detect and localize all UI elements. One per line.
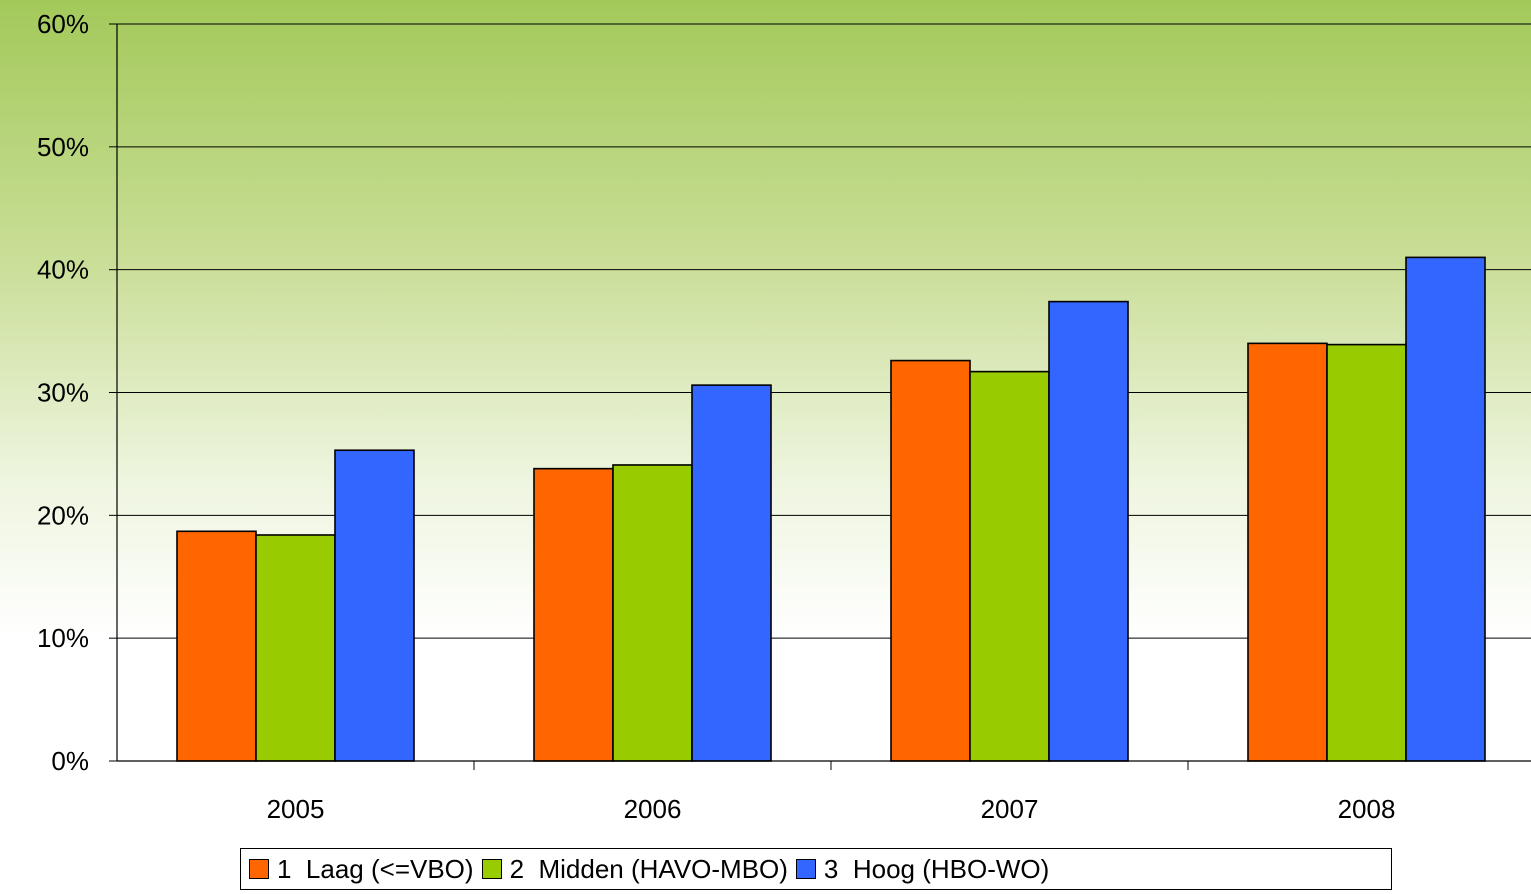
x-axis-ticks: 2005 2006 2007 2008 xyxy=(267,794,1396,824)
x-tick-label: 2007 xyxy=(981,794,1039,824)
y-tick-label: 40% xyxy=(37,255,89,285)
y-tick-label: 30% xyxy=(37,378,89,408)
legend-item-hoog: 3 Hoog (HBO-WO) xyxy=(795,853,1050,885)
x-tick-label: 2005 xyxy=(267,794,325,824)
axes xyxy=(109,23,1531,770)
bar xyxy=(176,530,257,762)
bar xyxy=(1326,343,1407,762)
bar xyxy=(612,464,693,762)
legend-item-midden: 2 Midden (HAVO-MBO) xyxy=(481,853,788,885)
legend-label-laag: 1 Laag (<=VBO) xyxy=(277,853,474,884)
legend-label-hoog: 3 Hoog (HBO-WO) xyxy=(823,853,1050,884)
legend-swatch-midden xyxy=(481,859,502,879)
bar xyxy=(1048,300,1129,762)
x-tick-label: 2008 xyxy=(1338,794,1396,824)
x-tick-label: 2006 xyxy=(624,794,682,824)
bar xyxy=(969,370,1050,762)
bar xyxy=(691,384,772,762)
legend-label-midden: 2 Midden (HAVO-MBO) xyxy=(509,853,788,884)
y-axis-ticks: 0% 10% 20% 30% 40% 50% 60% xyxy=(37,9,89,776)
legend-item-laag: 1 Laag (<=VBO) xyxy=(249,854,474,885)
y-tick-label: 50% xyxy=(37,132,89,162)
bar xyxy=(890,359,971,762)
bar xyxy=(1405,256,1486,762)
bar xyxy=(1247,342,1328,762)
bar-chart: 0% 10% 20% 30% 40% 50% 60% 2005 2006 2007 2008 xyxy=(37,9,1531,824)
y-tick-label: 10% xyxy=(37,623,89,653)
bar xyxy=(334,449,415,762)
bar xyxy=(255,534,336,762)
bar xyxy=(533,467,614,762)
y-tick-label: 60% xyxy=(37,9,89,39)
y-tick-label: 20% xyxy=(37,500,89,530)
bars xyxy=(176,256,1486,762)
legend-swatch-hoog xyxy=(795,859,816,879)
legend-swatch-laag xyxy=(249,859,269,879)
y-tick-label: 0% xyxy=(51,746,89,776)
legend: 1 Laag (<=VBO) 2 Midden (HAVO-MBO) 3 Hoo… xyxy=(240,848,1392,890)
